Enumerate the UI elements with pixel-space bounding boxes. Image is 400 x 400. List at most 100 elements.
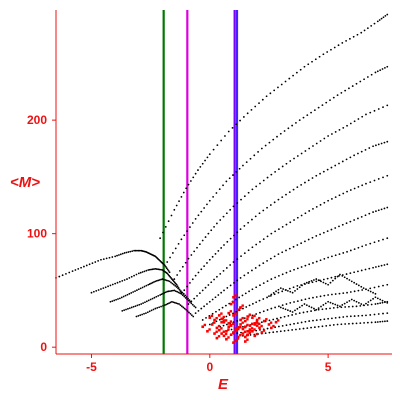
band-14-point (357, 289, 360, 292)
band-10-point (296, 216, 299, 219)
cluster-point (246, 323, 249, 327)
band-12-point (338, 253, 341, 255)
band-3-point (151, 281, 154, 284)
band-8-point (190, 254, 193, 256)
band-3-point (182, 292, 185, 295)
band-9-point (191, 278, 194, 281)
band-13-point (338, 274, 340, 277)
band-15-point (332, 307, 335, 309)
band-7-point (264, 144, 267, 147)
band-5-point (182, 306, 185, 309)
band-19-point (350, 280, 353, 283)
band-15-point (260, 321, 263, 324)
band-2-point (153, 268, 155, 270)
band-10-point (338, 194, 341, 197)
band-8-point (213, 225, 215, 228)
band-10-point (319, 203, 322, 206)
band-15-point (348, 305, 350, 308)
band-2-point (145, 269, 148, 272)
band-2-point (102, 287, 105, 290)
band-18-point (334, 303, 337, 306)
band-8-point (281, 165, 284, 168)
band-19-point (294, 289, 296, 292)
band-10-point (304, 212, 307, 215)
band-4-point (127, 307, 129, 310)
band-16-point (315, 319, 318, 322)
cluster-point (260, 331, 264, 334)
band-13-point (292, 286, 295, 289)
band-2-point (130, 275, 133, 278)
band-13-point (330, 276, 333, 279)
band-9-point (360, 150, 363, 153)
band-10-point (196, 294, 198, 297)
band-4-point (171, 289, 174, 292)
band-10-point (274, 230, 277, 233)
band-16-point (240, 331, 242, 334)
band-11-point (206, 303, 208, 305)
band-9-point (236, 231, 239, 234)
band-5-point (173, 301, 176, 304)
band-16-point (255, 329, 258, 332)
band-15-point (268, 319, 271, 322)
band-6-point (192, 176, 195, 179)
band-3-point (177, 287, 179, 290)
band-9-point (229, 237, 232, 240)
band-18-point (372, 297, 374, 300)
band-13-point (251, 302, 254, 305)
band-18-point (322, 304, 325, 306)
band-5-point (186, 310, 189, 312)
band-8-point (293, 157, 295, 160)
band-8-point (296, 155, 299, 157)
band-2-point (123, 279, 126, 281)
band-14-point (327, 294, 330, 296)
cluster-point (262, 319, 266, 323)
band-7-point (235, 170, 238, 173)
band-7-point (257, 151, 259, 153)
band-6-point (284, 80, 287, 83)
band-6-point (182, 191, 185, 194)
band-11-point (375, 210, 377, 213)
band-14-point (300, 299, 303, 302)
band-14-point (304, 298, 307, 301)
band-6-point (167, 220, 170, 223)
band-16-point (369, 314, 372, 316)
band-15-point (370, 303, 373, 306)
cluster-point (246, 329, 249, 333)
band-17-point (351, 322, 354, 325)
band-7-point (295, 121, 297, 124)
band-7-point (272, 138, 275, 141)
band-11-point (386, 206, 389, 209)
band-8-point (266, 176, 269, 179)
band-12-point (215, 310, 217, 313)
band-14-point (270, 307, 273, 310)
band-9-point (288, 191, 291, 194)
band-4-point (128, 307, 131, 310)
band-4-point (181, 294, 184, 297)
band-7-point (260, 147, 263, 150)
cluster-point (246, 315, 249, 318)
cluster-point (234, 339, 237, 343)
band-15-point (242, 325, 244, 328)
band-8-point (240, 198, 242, 201)
band-2-point (151, 268, 154, 271)
band-8-point (365, 113, 367, 116)
band-12-point (270, 278, 273, 280)
band-16-point (236, 332, 239, 335)
band-17-point (264, 332, 267, 335)
cluster-point (217, 314, 221, 317)
band-6-point (231, 126, 234, 129)
band-2-point (104, 286, 107, 289)
cluster-point (234, 294, 237, 297)
band-15-point (272, 318, 275, 321)
band-8-point (259, 182, 261, 185)
band-3-point (158, 279, 161, 281)
band-12-point (224, 304, 227, 307)
cluster-point (250, 322, 254, 326)
band-6-point (373, 22, 376, 25)
band-5-point (158, 306, 161, 309)
band-8-point (204, 236, 207, 238)
band-15-point (279, 316, 282, 319)
band-16-point (361, 314, 364, 317)
band-9-point (292, 188, 295, 191)
